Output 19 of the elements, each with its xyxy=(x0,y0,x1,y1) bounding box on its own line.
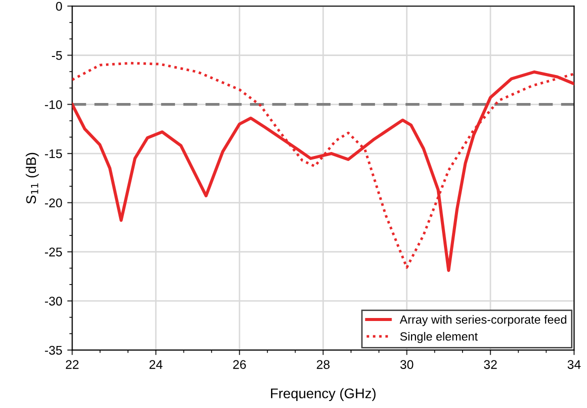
y-tick-label: -10 xyxy=(44,100,62,110)
x-tick-label: 24 xyxy=(150,360,162,369)
y-tick-label: -25 xyxy=(44,248,62,256)
x-tick-label: 34 xyxy=(568,360,581,369)
x-tick-label: 32 xyxy=(484,360,497,369)
y-tick-label: -35 xyxy=(44,346,62,355)
y-tick-label: -30 xyxy=(44,296,62,306)
y-tick-label: -5 xyxy=(52,51,62,60)
y-tick-label: -15 xyxy=(44,149,62,158)
x-tick-label: 28 xyxy=(316,360,330,369)
x-tick-label: 30 xyxy=(400,360,414,369)
x-tick-label: 26 xyxy=(233,360,246,369)
x-axis-title: Frequency (GHz) xyxy=(271,388,376,402)
legend-label: Single element xyxy=(400,332,478,343)
legend-label: Array with series-corporate feed xyxy=(400,315,566,326)
y-tick-label: -20 xyxy=(44,198,62,208)
x-tick-label: 22 xyxy=(66,360,79,369)
y-axis-title: S$_{11}$ (dB) xyxy=(26,152,39,204)
y-tick-label: 0 xyxy=(56,2,62,11)
